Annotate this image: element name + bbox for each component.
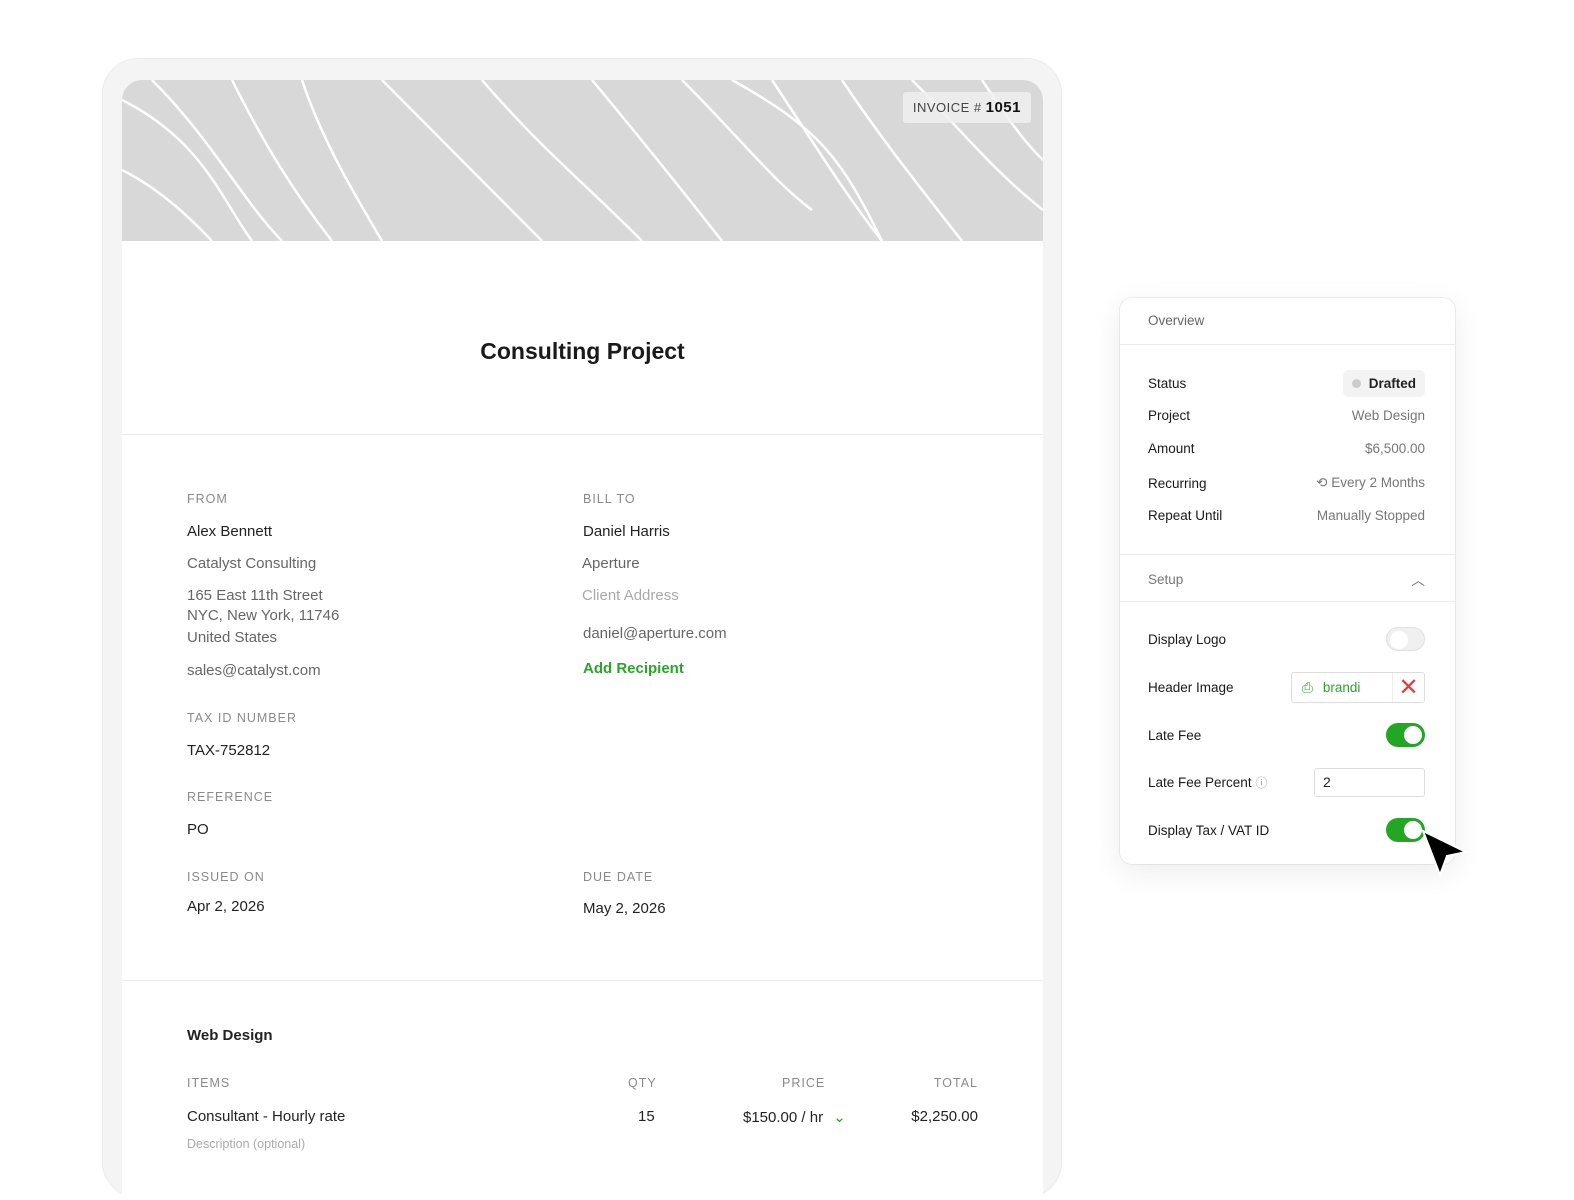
display-tax-toggle[interactable] xyxy=(1386,818,1425,842)
bill-to-name[interactable]: Daniel Harris xyxy=(583,523,670,540)
recurring-icon: ⟲ xyxy=(1316,475,1328,490)
issued-on-label: ISSUED ON xyxy=(187,870,265,884)
add-recipient-link[interactable]: Add Recipient xyxy=(583,660,684,677)
header-image-row: Header Image ⎙ brandi ✕ xyxy=(1148,672,1425,703)
setup-heading: Setup xyxy=(1148,571,1184,587)
from-address1[interactable]: 165 East 11th Street xyxy=(187,587,323,604)
status-badge: Drafted xyxy=(1342,370,1425,397)
header-image: INVOICE #1051 xyxy=(122,80,1043,241)
project-value: Web Design xyxy=(1351,408,1425,423)
late-fee-percent-row: Late Fee Percent ⓘ 2 xyxy=(1148,768,1425,797)
late-fee-row: Late Fee xyxy=(1148,723,1425,747)
late-fee-toggle[interactable] xyxy=(1386,723,1425,747)
status-value: Drafted xyxy=(1368,376,1416,391)
divider xyxy=(1120,601,1455,602)
header-image-filename: brandi xyxy=(1322,680,1361,695)
recurring-row: Recurring ⟲ Every 2 Months xyxy=(1148,475,1425,491)
display-logo-label: Display Logo xyxy=(1148,631,1227,647)
total-header: TOTAL xyxy=(933,1076,978,1090)
display-logo-toggle[interactable] xyxy=(1386,627,1425,651)
setup-header[interactable]: Setup ︿ xyxy=(1148,569,1425,589)
bill-to-company[interactable]: Aperture xyxy=(582,555,640,572)
info-icon[interactable]: ⓘ xyxy=(1255,776,1268,790)
header-image-label: Header Image xyxy=(1148,680,1234,695)
qty-header: QTY xyxy=(628,1076,657,1090)
recurring-value: Every 2 Months xyxy=(1331,475,1425,490)
due-date-value[interactable]: May 2, 2026 xyxy=(583,900,666,917)
display-tax-label: Display Tax / VAT ID xyxy=(1148,822,1270,838)
status-label: Status xyxy=(1148,376,1187,391)
due-date-label: DUE DATE xyxy=(583,870,654,884)
divider xyxy=(122,980,1043,981)
items-section-title[interactable]: Web Design xyxy=(187,1027,273,1044)
status-dot-icon xyxy=(1351,379,1361,388)
repeat-until-value: Manually Stopped xyxy=(1316,508,1425,523)
invoice-number: 1051 xyxy=(985,99,1021,116)
project-row: Project Web Design xyxy=(1148,408,1425,423)
item-description-input[interactable]: Description (optional) xyxy=(187,1137,306,1151)
repeat-until-label: Repeat Until xyxy=(1148,508,1223,523)
divider xyxy=(122,434,1043,435)
invoice-title[interactable]: Consulting Project xyxy=(480,338,685,364)
settings-panel: Overview Status Drafted Project Web Design… xyxy=(1120,298,1455,864)
from-country[interactable]: United States xyxy=(187,629,278,646)
display-tax-row: Display Tax / VAT ID xyxy=(1148,818,1425,842)
repeat-until-row: Repeat Until Manually Stopped xyxy=(1148,508,1425,523)
tax-id-value[interactable]: TAX-752812 xyxy=(187,742,271,759)
item-price-value: $150.00 / hr xyxy=(743,1109,824,1126)
late-fee-percent-input[interactable]: 2 xyxy=(1314,768,1425,797)
item-qty[interactable]: 15 xyxy=(638,1108,655,1125)
header-image-file[interactable]: ⎙ brandi ✕ xyxy=(1291,672,1425,703)
invoice-number-badge: INVOICE #1051 xyxy=(902,92,1031,123)
item-total: $2,250.00 xyxy=(911,1108,978,1125)
from-label: FROM xyxy=(187,492,228,506)
from-email[interactable]: sales@catalyst.com xyxy=(187,662,321,679)
cursor-arrow-icon xyxy=(1421,828,1470,878)
item-price[interactable]: $150.00 / hr ⌄ xyxy=(743,1108,846,1126)
items-header: ITEMS xyxy=(187,1076,231,1090)
divider xyxy=(1120,554,1455,555)
remove-icon[interactable]: ✕ xyxy=(1392,673,1424,702)
recurring-label: Recurring xyxy=(1148,475,1207,491)
display-logo-row: Display Logo xyxy=(1148,627,1425,651)
from-company[interactable]: Catalyst Consulting xyxy=(187,555,317,572)
file-icon: ⎙ xyxy=(1302,679,1313,695)
tax-id-label: TAX ID NUMBER xyxy=(187,711,297,725)
bill-to-email[interactable]: daniel@aperture.com xyxy=(583,625,727,642)
status-row: Status Drafted xyxy=(1148,370,1425,397)
chevron-up-icon[interactable]: ︿ xyxy=(1411,573,1426,588)
client-address-input[interactable]: Client Address xyxy=(582,587,679,604)
amount-label: Amount xyxy=(1148,441,1195,456)
bill-to-label: BILL TO xyxy=(583,492,636,506)
late-fee-percent-label: Late Fee Percent xyxy=(1148,775,1252,790)
invoice-card: INVOICE #1051 Consulting Project FROM Al… xyxy=(122,80,1043,1200)
chevron-down-icon[interactable]: ⌄ xyxy=(833,1109,846,1126)
amount-row: Amount $6,500.00 xyxy=(1148,441,1425,456)
late-fee-label: Late Fee xyxy=(1148,727,1202,743)
price-header: PRICE xyxy=(782,1076,826,1090)
divider xyxy=(1120,344,1455,345)
from-address2[interactable]: NYC, New York, 11746 xyxy=(187,607,340,624)
from-name[interactable]: Alex Bennett xyxy=(187,523,273,540)
invoice-label: INVOICE # xyxy=(912,100,982,115)
issued-on-value[interactable]: Apr 2, 2026 xyxy=(187,898,265,915)
reference-value[interactable]: PO xyxy=(187,821,209,838)
reference-label: REFERENCE xyxy=(187,790,274,804)
project-label: Project xyxy=(1148,408,1191,423)
amount-value: $6,500.00 xyxy=(1364,441,1425,456)
overview-heading: Overview xyxy=(1148,313,1205,328)
item-name[interactable]: Consultant - Hourly rate xyxy=(187,1108,346,1125)
